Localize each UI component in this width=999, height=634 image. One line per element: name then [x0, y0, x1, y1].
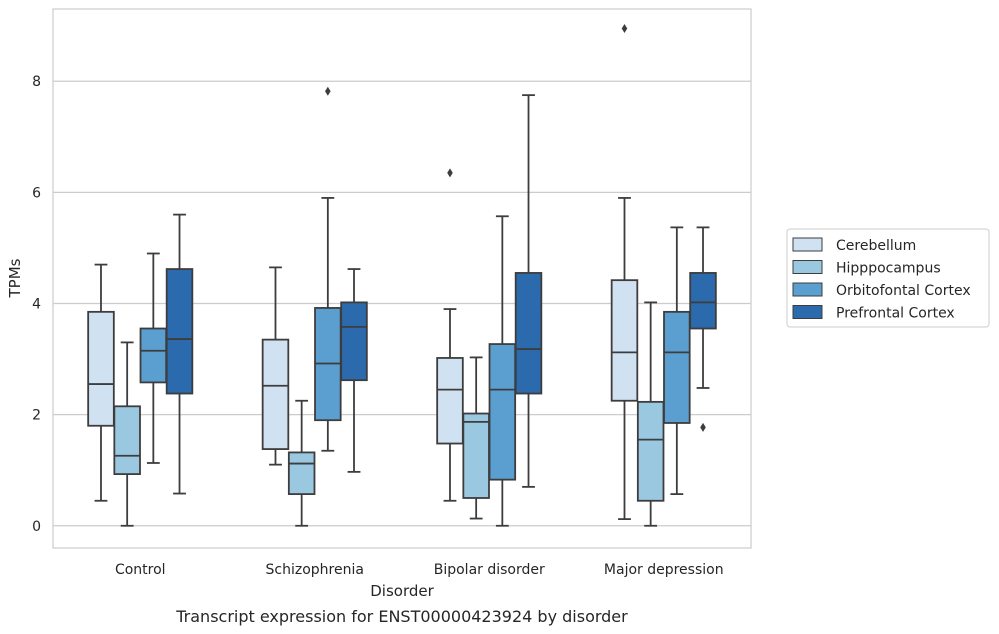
y-tick-labels: 0 2 4 6 8: [32, 74, 41, 535]
legend-label: Prefrontal Cortex: [836, 306, 955, 322]
outlier-point: [700, 422, 706, 432]
box-group: [139, 252, 168, 464]
box-groups: [87, 23, 717, 527]
box-group: [462, 356, 490, 520]
box: [261, 338, 290, 450]
box-group: [689, 226, 717, 432]
legend: Cerebellum Hipppocampus Orbitofontal Corte…: [786, 228, 990, 328]
box: [488, 343, 517, 481]
y-tick-label: 2: [32, 408, 41, 424]
box-group: [636, 301, 665, 527]
box: [87, 310, 115, 427]
box: [139, 327, 168, 384]
chart-caption: Transcript expression for ENST0000042392…: [175, 607, 628, 626]
box-group: [514, 94, 543, 488]
box: [514, 272, 543, 395]
box: [113, 405, 141, 475]
box-group: [436, 168, 464, 502]
box-group: [87, 263, 115, 502]
box-group: [314, 86, 342, 452]
legend-swatch: [792, 260, 823, 274]
box: [436, 357, 464, 445]
box: [689, 272, 717, 330]
legend-label: Orbitofontal Cortex: [836, 283, 971, 299]
legend-label: Cerebellum: [836, 238, 916, 254]
box: [610, 279, 639, 402]
y-tick-label: 0: [32, 519, 41, 535]
box-group: [663, 226, 691, 496]
x-tick-labels: Control Schizophrenia Bipolar disorder Majo…: [115, 562, 724, 578]
box-group: [113, 341, 141, 527]
box: [663, 310, 691, 424]
box-group: [261, 266, 290, 466]
box-group: [488, 215, 517, 527]
box-group: [287, 399, 316, 527]
legend-frame: [786, 228, 990, 328]
box: [636, 400, 665, 502]
legend-swatch: [792, 282, 823, 297]
box: [340, 301, 368, 382]
x-tick-label: Schizophrenia: [266, 562, 364, 578]
plot-frame: [52, 8, 752, 549]
y-tick-label: 4: [32, 297, 41, 313]
y-tick-label: 8: [32, 74, 41, 90]
legend-label: Hipppocampus: [836, 261, 941, 277]
y-axis-title: TPMs: [6, 258, 24, 298]
legend-swatch: [792, 237, 823, 252]
x-axis-title: Disorder: [370, 582, 434, 600]
y-tick-label: 6: [32, 185, 41, 201]
box: [287, 451, 316, 496]
box: [462, 412, 490, 499]
legend-swatch: [792, 305, 823, 319]
box-group: [610, 23, 639, 521]
outlier-point: [325, 86, 331, 96]
x-tick-label: Control: [115, 562, 166, 578]
x-tick-label: Major depression: [604, 562, 724, 578]
outlier-point: [621, 23, 628, 33]
box-group: [340, 268, 368, 473]
outlier-point: [447, 168, 453, 178]
box: [165, 268, 194, 395]
x-tick-label: Bipolar disorder: [434, 562, 545, 578]
box-group: [165, 213, 194, 495]
